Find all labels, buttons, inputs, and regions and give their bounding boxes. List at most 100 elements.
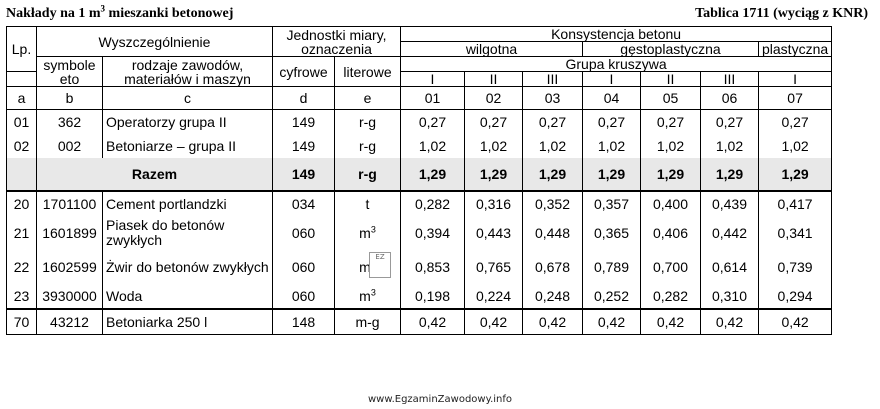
unit-letter-cell: t — [334, 190, 401, 216]
value-cell: 0,789 — [582, 250, 641, 284]
value-cell: 1,29 — [464, 158, 523, 191]
value-cell: 1,29 — [582, 158, 641, 191]
unit-text: r-g — [358, 138, 377, 154]
symbol-cell: 1601899 — [36, 216, 103, 250]
letter-cell: 05 — [640, 86, 701, 110]
lp-header-cont — [6, 71, 37, 87]
value-cell: 0,678 — [522, 250, 583, 284]
header-row-1: Lp. Wyszczególnienie Jednostki miary, oz… — [6, 26, 833, 72]
rodzaje-header: rodzaje zawodów, materiałów i maszyn — [102, 56, 273, 87]
unit-number-cell: 149 — [272, 134, 335, 158]
unit-letter-cell: m3 — [334, 216, 401, 250]
letters-row: a b c d e 01 02 03 04 05 06 07 — [6, 86, 833, 110]
letter-cell: a — [6, 86, 37, 110]
literowe-header: literowe — [334, 56, 401, 87]
letter-cell: b — [36, 86, 103, 110]
unit-number-cell: 149 — [272, 158, 335, 191]
value-cell: 0,853 — [400, 250, 465, 284]
unit-letter-cell: r-g — [334, 134, 401, 158]
value-cell: 0,42 — [582, 308, 641, 335]
unit-text: m-g — [355, 314, 380, 330]
grupa-header: Grupa kruszywa — [399, 56, 833, 72]
unit-text: m — [359, 259, 371, 275]
labor-row: 01 362 Operatorzy grupa II 149 r-g 0,27 0,27 0,… — [6, 109, 833, 134]
watermark-logo: EZ — [369, 252, 391, 278]
lp-cell: 01 — [6, 109, 37, 134]
value-cell: 0,27 — [464, 109, 523, 134]
unit-text: m — [359, 288, 371, 304]
value-cell: 0,316 — [464, 190, 523, 216]
group-cell: I — [757, 71, 833, 87]
value-cell: 0,294 — [758, 284, 833, 309]
symbol-cell: 43212 — [36, 308, 103, 335]
value-cell: 1,02 — [464, 134, 523, 158]
value-cell: 0,406 — [640, 216, 701, 250]
site-footer: www.EgzaminZawodowy.info — [367, 394, 513, 405]
material-row: 21 1601899 Piasek do betonów zwykłych 060 m3… — [6, 216, 833, 250]
letter-cell: 06 — [700, 86, 759, 110]
knr-table: Lp. Wyszczególnienie Jednostki miary, oz… — [6, 26, 833, 335]
material-row: 20 1701100 Cement portlandzki 034 t 0,282 0,31… — [6, 190, 833, 216]
value-cell: 0,42 — [400, 308, 465, 335]
labor-row: 02 002 Betoniarze – grupa II 149 r-g 1,02 1,02… — [6, 134, 833, 158]
unit-number-cell: 060 — [272, 216, 335, 250]
symbol-cell: 3930000 — [36, 284, 103, 309]
value-cell: 1,02 — [400, 134, 465, 158]
unit-number-cell: 034 — [272, 190, 335, 216]
table-number: Tablica 1711 (wyciąg z KNR) — [695, 6, 868, 21]
table-caption: Nakłady na 1 m3 mieszanki betonowej — [6, 3, 234, 21]
razem-label: Razem — [36, 158, 273, 191]
unit-number-cell: 060 — [272, 284, 335, 309]
group-cell: I — [400, 71, 465, 87]
value-cell: 0,198 — [400, 284, 465, 309]
value-cell: 0,439 — [700, 190, 759, 216]
value-cell: 0,417 — [758, 190, 833, 216]
letter-cell: d — [272, 86, 335, 110]
name-cell: Woda — [102, 284, 273, 309]
symbol-cell: 1602599 — [36, 250, 103, 284]
value-cell: 0,42 — [464, 308, 523, 335]
lp-header: Lp. — [6, 26, 37, 72]
letter-cell: 07 — [757, 86, 833, 110]
value-cell: 0,352 — [522, 190, 583, 216]
value-cell: 0,400 — [640, 190, 701, 216]
value-cell: 0,42 — [522, 308, 583, 335]
value-cell: 1,29 — [400, 158, 465, 191]
header-row-3: symbole eto rodzaje zawodów, materiałów … — [7, 56, 833, 87]
value-cell: 0,282 — [400, 190, 465, 216]
value-cell: 0,27 — [522, 109, 583, 134]
letter-cell: 04 — [582, 86, 641, 110]
name-cell: Cement portlandzki — [102, 190, 273, 216]
value-cell: 1,02 — [700, 134, 759, 158]
unit-number-cell: 060 — [272, 250, 335, 284]
value-cell: 0,357 — [582, 190, 641, 216]
wilgotna-header: wilgotna — [400, 41, 583, 57]
value-cell: 0,27 — [700, 109, 759, 134]
unit-letter-cell: r-g — [334, 109, 401, 134]
unit-number-cell: 148 — [272, 308, 335, 335]
lp-cell: 20 — [6, 190, 37, 216]
symbole-header: symbole eto — [36, 56, 103, 87]
value-cell: 0,42 — [700, 308, 759, 335]
group-cell: I — [582, 71, 641, 87]
value-cell: 1,02 — [522, 134, 583, 158]
group-cell: III — [700, 71, 759, 87]
group-cell: II — [464, 71, 523, 87]
unit-letter-cell: r-g — [334, 158, 401, 191]
razem-row: Razem 149 r-g 1,29 1,29 1,29 1,29 1,29 1,29 1,29 — [6, 158, 833, 191]
value-cell: 0,442 — [700, 216, 759, 250]
konsystencja-header: Konsystencja betonu — [399, 26, 833, 42]
symbol-cell: 1701100 — [36, 190, 103, 216]
value-cell: 1,29 — [640, 158, 701, 191]
name-cell: Żwir do betonów zwykłych — [102, 250, 273, 284]
value-cell: 0,765 — [464, 250, 523, 284]
group-cell: II — [640, 71, 701, 87]
value-cell: 0,700 — [640, 250, 701, 284]
value-cell: 0,224 — [464, 284, 523, 309]
value-cell: 0,310 — [700, 284, 759, 309]
name-cell: Piasek do betonów zwykłych — [102, 216, 273, 250]
machine-row: 70 43212 Betoniarka 250 l 148 m-g 0,42 0,42 0,4… — [6, 308, 833, 335]
value-cell: 0,282 — [640, 284, 701, 309]
value-cell: 0,443 — [464, 216, 523, 250]
value-cell: 0,341 — [758, 216, 833, 250]
